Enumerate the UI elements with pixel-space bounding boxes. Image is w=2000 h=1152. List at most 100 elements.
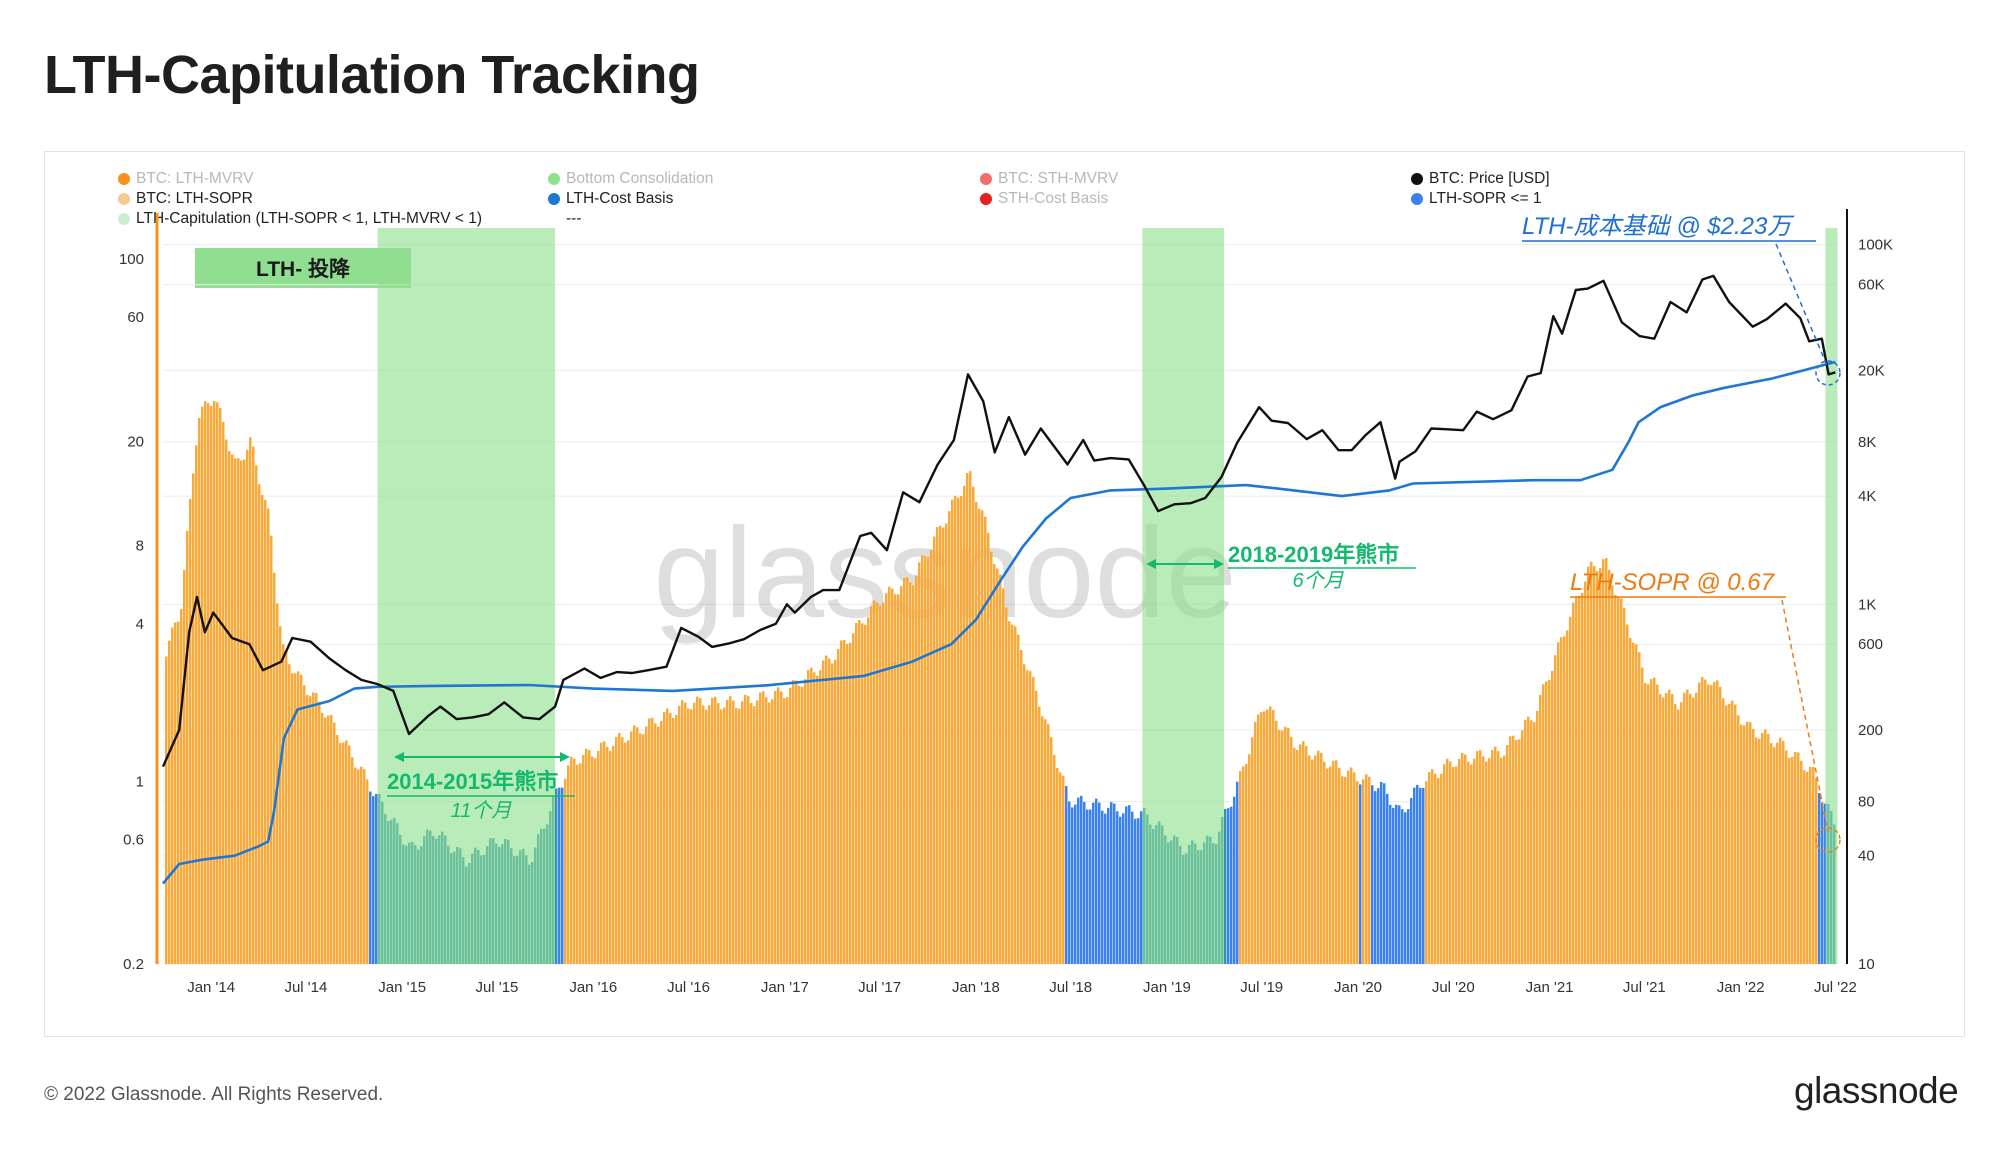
- legend-label: Bottom Consolidation: [566, 170, 714, 187]
- legend-item-lth-capitulation[interactable]: LTH-Capitulation (LTH-SOPR < 1, LTH-MVRV…: [118, 210, 482, 228]
- sopr-bar: [1077, 797, 1080, 964]
- sopr-bar: [1401, 809, 1404, 964]
- legend-item-sth-mvrv[interactable]: BTC: STH-MVRV: [980, 170, 1118, 188]
- sopr-bar: [1092, 802, 1095, 964]
- x-axis-tick-label: Jul '16: [667, 979, 710, 996]
- sopr-bar: [1044, 719, 1047, 964]
- sopr-bar: [201, 406, 204, 964]
- sopr-bar: [921, 555, 924, 964]
- sopr-bar: [321, 712, 324, 964]
- legend-item-lth-cost-basis[interactable]: LTH-Cost Basis: [548, 190, 673, 208]
- sopr-bar: [1647, 684, 1650, 964]
- sopr-bar: [705, 709, 708, 964]
- sopr-bar: [987, 532, 990, 964]
- sopr-bar: [1620, 598, 1623, 964]
- sopr-bar: [615, 736, 618, 964]
- legend-dot-icon: [1411, 193, 1423, 205]
- legend-item-lth-sopr[interactable]: BTC: LTH-SOPR: [118, 190, 253, 208]
- sopr-marker: [1815, 827, 1841, 853]
- sopr-bar: [1767, 734, 1770, 964]
- sopr-bar: [1011, 624, 1014, 964]
- legend-item-lth-mvrv[interactable]: BTC: LTH-MVRV: [118, 170, 253, 188]
- sopr-bar: [1302, 741, 1305, 964]
- legend-item-bottom-consolidation[interactable]: Bottom Consolidation: [548, 170, 713, 188]
- sopr-bar: [984, 516, 987, 964]
- legend-dot-icon: [1411, 173, 1423, 185]
- right-axis-tick-label: 100K: [1858, 237, 1893, 254]
- sopr-bar: [1617, 596, 1620, 964]
- sopr-bar: [1437, 777, 1440, 964]
- sopr-bar: [264, 499, 267, 964]
- sopr-bar: [1272, 710, 1275, 964]
- sopr-bar: [216, 402, 219, 964]
- sopr-bar: [771, 699, 774, 964]
- sopr-bar: [813, 672, 816, 964]
- sopr-bar: [1023, 664, 1026, 964]
- sopr-bar: [1779, 737, 1782, 964]
- sopr-bar: [825, 655, 828, 964]
- sopr-bar: [1770, 743, 1773, 964]
- legend-item-btc-price[interactable]: BTC: Price [USD]: [1411, 170, 1550, 188]
- sopr-bar: [1518, 739, 1521, 964]
- sopr-bar: [1236, 781, 1239, 964]
- sopr-bar: [1020, 649, 1023, 964]
- x-axis-tick-label: Jan '22: [1717, 979, 1765, 996]
- sopr-bar: [1740, 724, 1743, 964]
- sopr-bar: [297, 671, 300, 964]
- sopr-bar: [996, 568, 999, 964]
- sopr-bar: [606, 747, 609, 964]
- sopr-bar: [189, 498, 192, 964]
- legend-label: BTC: STH-MVRV: [998, 170, 1119, 187]
- sopr-bar: [1566, 630, 1569, 964]
- sopr-bar: [912, 585, 915, 964]
- legend-item-sth-cost-basis[interactable]: STH-Cost Basis: [980, 190, 1108, 208]
- sopr-bar: [786, 697, 789, 964]
- sopr-bar: [1116, 811, 1119, 964]
- sopr-bar: [1026, 670, 1029, 964]
- sopr-bar: [1569, 616, 1572, 964]
- sopr-bar: [933, 536, 936, 964]
- cost-basis-marker: [1815, 360, 1841, 386]
- sopr-bar: [1335, 760, 1338, 964]
- legend-dot-icon: [548, 193, 560, 205]
- sopr-bar: [894, 594, 897, 964]
- sopr-bar: [867, 617, 870, 964]
- sopr-bar: [1644, 683, 1647, 964]
- left-axis-tick-label: 0.2: [123, 956, 144, 973]
- sopr-bar: [1341, 776, 1344, 964]
- sopr-bar: [1449, 761, 1452, 964]
- sopr-bar: [342, 742, 345, 964]
- sopr-bar: [795, 680, 798, 964]
- sopr-bar: [222, 421, 225, 965]
- sopr-bar: [1491, 750, 1494, 964]
- sopr-bar: [1680, 702, 1683, 964]
- sopr-bar: [1689, 693, 1692, 964]
- sopr-bar: [1281, 730, 1284, 964]
- sopr-bar: [333, 722, 336, 964]
- sopr-bar: [1524, 719, 1527, 964]
- sopr-bar: [177, 621, 180, 964]
- sopr-bar: [750, 703, 753, 964]
- sopr-bar: [1584, 581, 1587, 964]
- sopr-bar: [1527, 716, 1530, 964]
- sopr-bar: [1776, 742, 1779, 964]
- sopr-bar: [801, 686, 804, 964]
- sopr-bar: [1140, 811, 1143, 964]
- sopr-bar: [777, 687, 780, 964]
- sopr-bar: [1686, 689, 1689, 964]
- sopr-bar: [1224, 808, 1227, 964]
- sopr-bar: [1581, 593, 1584, 964]
- sopr-bar: [210, 406, 213, 964]
- sopr-bar: [966, 472, 969, 964]
- sopr-bar: [1098, 802, 1101, 964]
- capitulation-band: [377, 228, 556, 964]
- sopr-bar: [648, 718, 651, 964]
- sopr-bar: [1530, 720, 1533, 964]
- sopr-bar: [1017, 634, 1020, 964]
- sopr-bar: [1572, 602, 1575, 964]
- sopr-bar: [363, 769, 366, 964]
- legend-item-lth-sopr-below-one[interactable]: LTH-SOPR <= 1: [1411, 190, 1542, 208]
- legend-dot-icon: [118, 213, 130, 225]
- x-axis-tick-label: Jan '19: [1143, 979, 1191, 996]
- sopr-bar: [1434, 773, 1437, 964]
